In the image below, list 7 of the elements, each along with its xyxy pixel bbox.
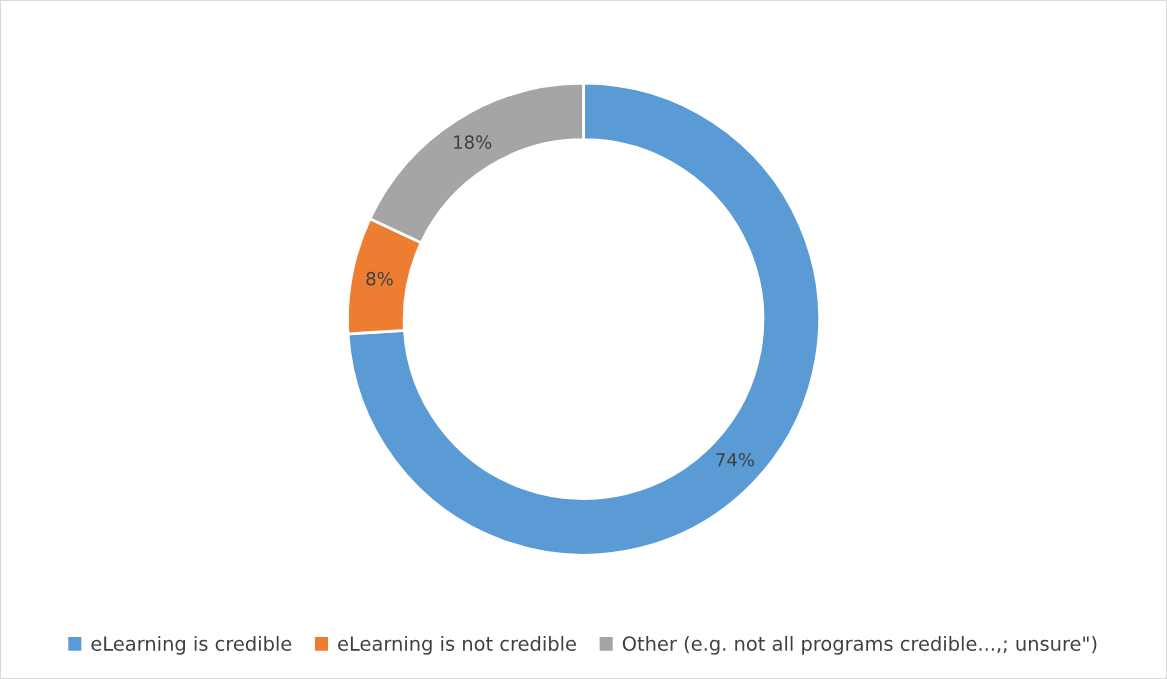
legend-label: eLearning is not credible [338,635,576,655]
legend-label: Other (e.g. not all programs credible...,; unsure") [622,635,1097,655]
legend-label: eLearning is credible [91,635,292,655]
data-label: 74% [716,452,754,467]
donut-slice [346,81,821,557]
data-label: 18% [454,135,492,149]
data-label: 8% [366,271,393,286]
